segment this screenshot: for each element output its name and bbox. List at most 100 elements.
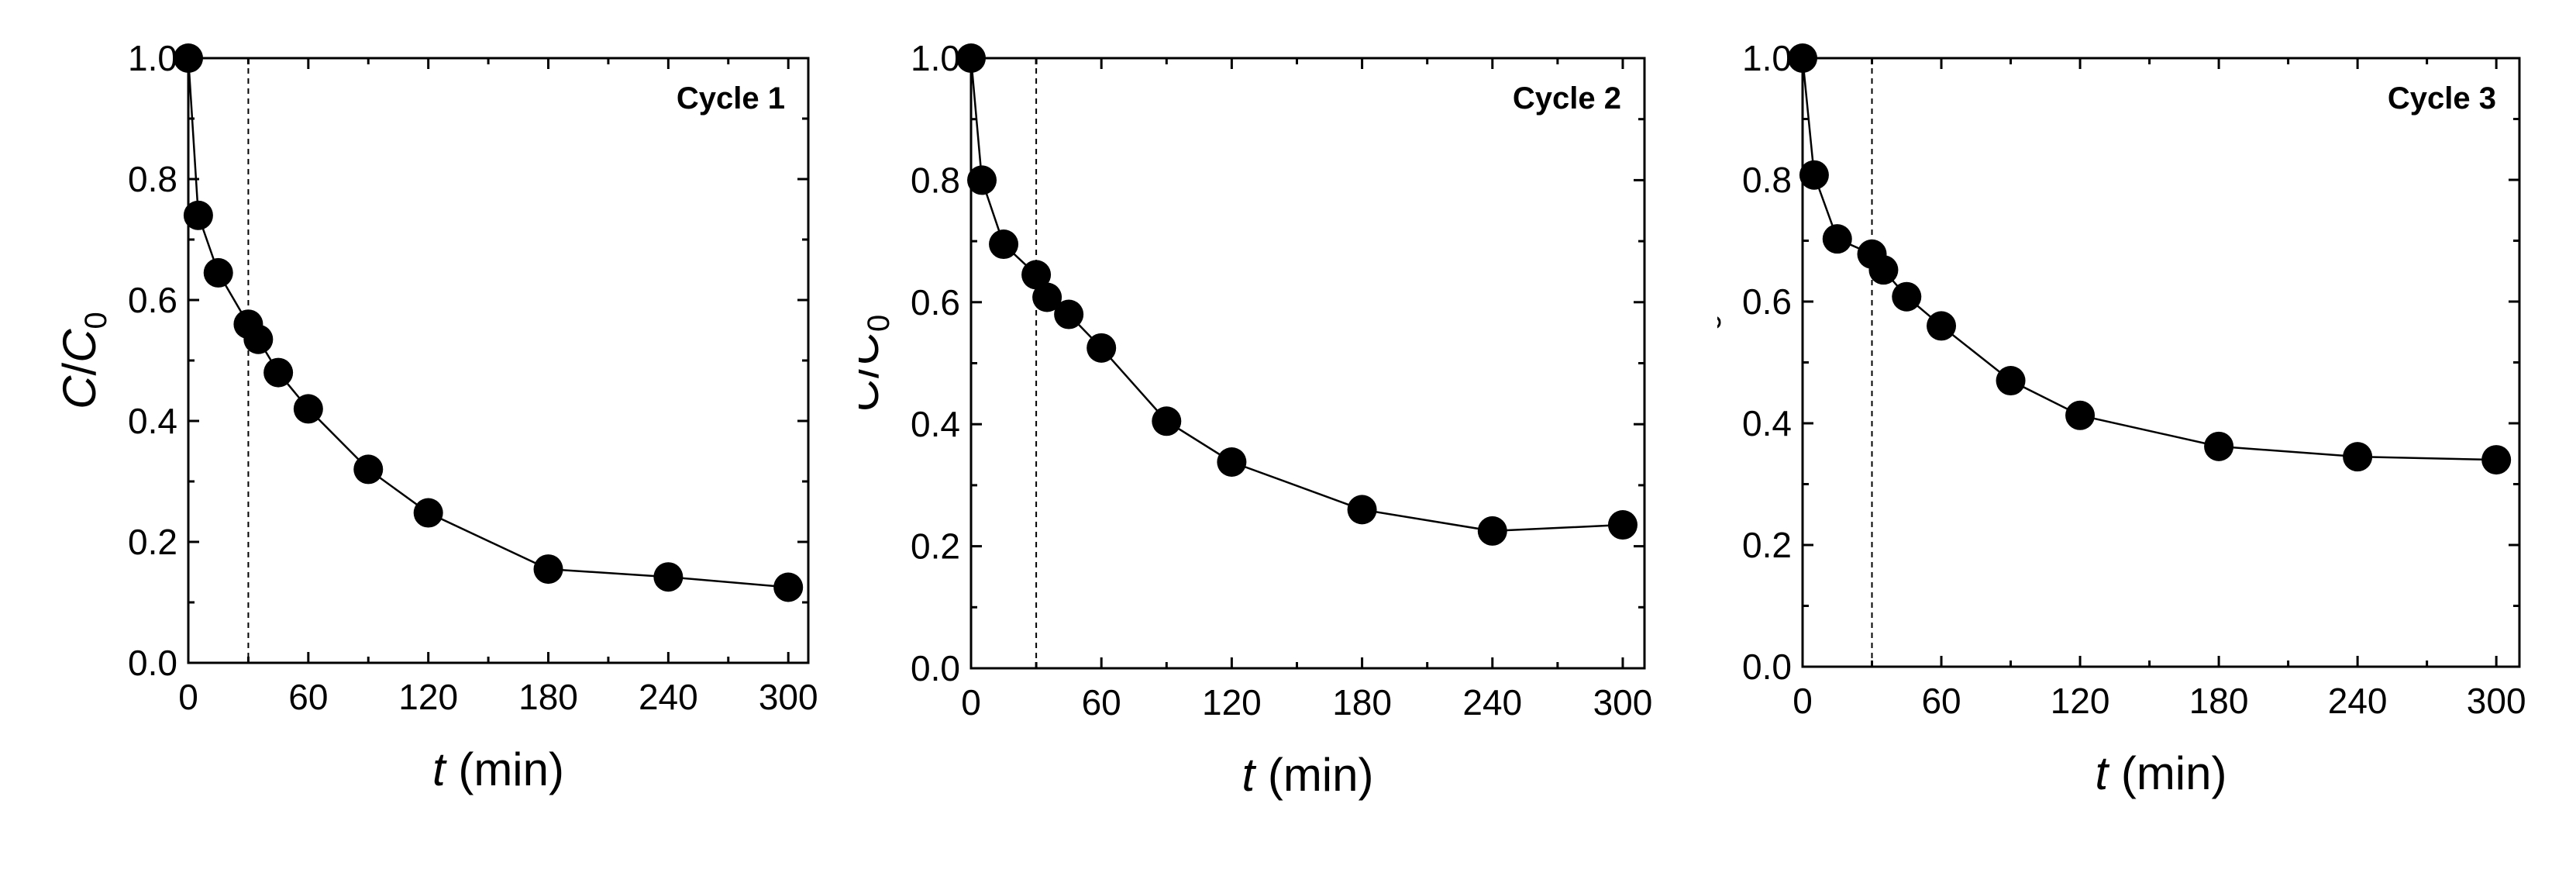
data-point: [1217, 447, 1247, 477]
y-axis-title-c0: C: [53, 329, 105, 363]
chart-panel-cycle-1: 0 60 120 180 240 300 0.0 0.2 0.4 0.6 0.8 1.0 Cycle 1…: [0, 0, 859, 883]
x-tick-label: 180: [518, 677, 578, 717]
data-point: [1607, 510, 1638, 540]
y-axis-title: C/C0: [859, 315, 896, 412]
chart-panel-cycle-3: 0 60 120 180 240 300 0.0 0.2 0.4 0.6 0.8 1.0 Cycle 3…: [1717, 0, 2576, 883]
x-tick-label: 240: [639, 677, 698, 717]
x-axis-title-unit: (min): [446, 743, 564, 795]
data-point: [2204, 431, 2234, 461]
y-tick-label: 0.0: [128, 643, 177, 683]
data-point: [174, 43, 203, 73]
data-point: [203, 257, 233, 288]
x-axis-title: t (min): [432, 743, 564, 795]
y-tick-label: 0.2: [911, 526, 960, 567]
cycle-label: Cycle 3: [2388, 81, 2496, 116]
data-point: [1892, 281, 1922, 312]
y-tick-label: 0.4: [128, 401, 177, 441]
x-axis-title-variable: t: [1242, 749, 1257, 801]
data-point: [1927, 311, 1957, 341]
x-tick-label: 0: [178, 677, 198, 717]
cycle-label: Cycle 1: [677, 81, 785, 116]
x-tick-label: 180: [2189, 681, 2249, 721]
y-axis-title-c: C: [53, 375, 105, 409]
data-point: [1054, 299, 1084, 329]
y-tick-label: 0.2: [1742, 525, 1792, 565]
y-tick-label: 0.2: [128, 522, 177, 562]
y-axis-title: C/C0: [53, 312, 113, 409]
y-axis-title-subscript: 0: [1717, 314, 1727, 331]
y-axis-title-c: C: [859, 378, 888, 412]
x-tick-label: 300: [1593, 682, 1653, 723]
x-tick-label: 120: [398, 677, 458, 717]
data-point: [1799, 160, 1829, 190]
series-line: [187, 57, 789, 588]
y-tick-label: 0.8: [911, 160, 960, 200]
y-axis-title-c0: C: [859, 331, 888, 365]
y-tick-label: 0.0: [911, 648, 960, 688]
data-point: [1152, 406, 1182, 436]
y-axis-title: C/C0: [1717, 314, 1727, 412]
x-tick-label: 0: [961, 682, 981, 723]
x-tick-label: 180: [1332, 682, 1392, 723]
data-point: [1087, 333, 1117, 363]
data-point: [413, 498, 443, 528]
plot-frame: [1801, 57, 2521, 668]
data-point: [183, 200, 213, 230]
cycle-label: Cycle 2: [1513, 81, 1621, 116]
data-point: [293, 394, 323, 424]
x-axis-title-variable: t: [432, 743, 447, 795]
data-point: [989, 229, 1019, 260]
x-tick-label: 60: [288, 677, 328, 717]
data-point: [1021, 260, 1052, 290]
y-axis-title-subscript: 0: [79, 312, 113, 329]
y-axis-title-subscript: 0: [862, 315, 896, 332]
x-axis-title-variable: t: [2096, 747, 2110, 799]
chart-svg: 0 60 120 180 240 300 0.0 0.2 0.4 0.6 0.8 1.0 Cycle 1…: [53, 38, 818, 795]
y-axis-title-slash: /: [53, 362, 105, 375]
y-tick-label: 1.0: [911, 38, 960, 78]
x-tick-label: 60: [1082, 682, 1121, 723]
data-point: [1032, 282, 1062, 312]
data-point: [2343, 442, 2373, 472]
plot-frame: [969, 57, 1646, 670]
y-tick-label: 0.6: [128, 280, 177, 320]
chart-svg: 0 60 120 180 240 300 0.0 0.2 0.4 0.6 0.8 1.0 Cycle 3…: [1717, 38, 2526, 799]
y-tick-label: 0.8: [1742, 160, 1792, 200]
x-tick-label: 300: [2467, 681, 2526, 721]
x-axis-title-unit: (min): [2108, 747, 2226, 799]
y-tick-label: 0.0: [1742, 647, 1792, 687]
y-tick-label: 0.4: [911, 404, 960, 444]
data-point: [956, 43, 986, 73]
y-tick-label: 0.4: [1742, 403, 1792, 443]
data-point: [1822, 224, 1852, 254]
data-point: [1788, 43, 1817, 73]
y-tick-label: 1.0: [1742, 38, 1792, 78]
x-tick-label: 240: [1462, 682, 1522, 723]
data-point: [1347, 495, 1377, 525]
data-point: [967, 165, 997, 195]
y-tick-label: 0.8: [128, 159, 177, 199]
x-axis-title: t (min): [2096, 747, 2227, 799]
y-axis-title-slash: /: [859, 365, 888, 378]
series-line: [1801, 57, 2497, 461]
x-tick-label: 120: [1202, 682, 1262, 723]
y-tick-label: 0.6: [1742, 281, 1792, 322]
series-line: [969, 57, 1624, 533]
y-axis-title-c0: C: [1717, 330, 1720, 364]
data-point: [1477, 516, 1507, 546]
data-point: [773, 572, 804, 602]
chart-svg: 0 60 120 180 240 300 0.0 0.2 0.4 0.6 0.8 1.0 Cycle 2…: [859, 38, 1653, 801]
data-point: [353, 454, 384, 485]
data-point: [1996, 366, 2026, 396]
data-point: [263, 357, 294, 388]
x-tick-label: 300: [759, 677, 818, 717]
data-point: [1868, 255, 1899, 285]
data-point: [2481, 445, 2512, 475]
x-tick-label: 240: [2328, 681, 2388, 721]
x-tick-label: 60: [1921, 681, 1961, 721]
data-point: [533, 554, 563, 585]
chart-panel-cycle-2: 0 60 120 180 240 300 0.0 0.2 0.4 0.6 0.8 1.0 Cycle 2…: [859, 0, 1717, 883]
x-tick-label: 120: [2051, 681, 2110, 721]
x-axis-title-unit: (min): [1255, 749, 1373, 801]
